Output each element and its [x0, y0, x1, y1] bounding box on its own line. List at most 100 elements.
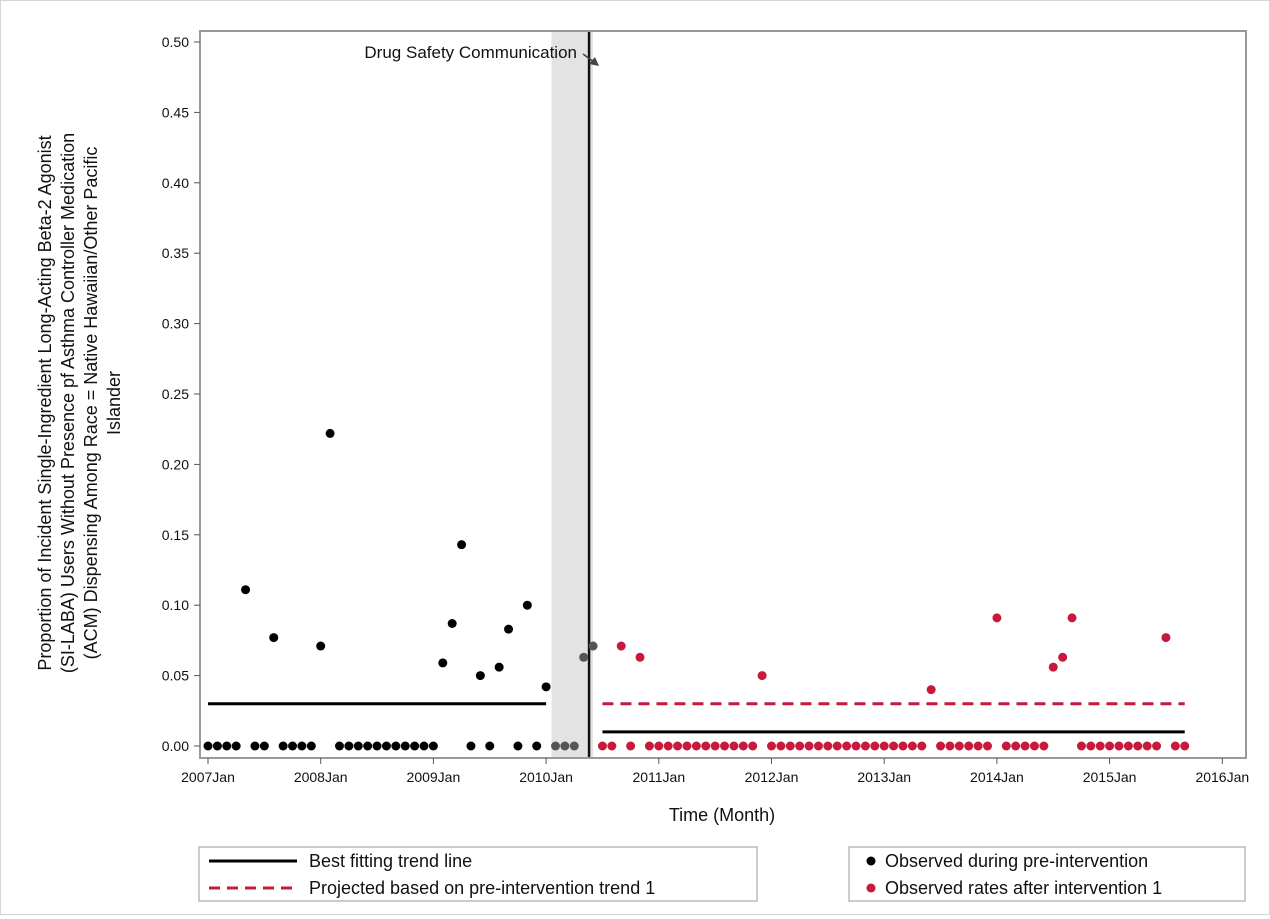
- point-pre-intervention: [410, 741, 420, 751]
- point-pre-intervention: [372, 741, 382, 751]
- point-post-intervention: [851, 741, 861, 751]
- point-post-intervention: [1039, 741, 1049, 751]
- point-pre-intervention: [513, 741, 523, 751]
- point-pre-intervention: [222, 741, 232, 751]
- point-post-intervention: [1142, 741, 1152, 751]
- plot-frame: [199, 30, 1247, 759]
- y-tick-label: 0.15: [162, 527, 189, 543]
- y-axis-title-line-3: (ACM) Dispensing Among Race = Native Haw…: [81, 147, 101, 660]
- y-tick-label: 0.00: [162, 738, 189, 754]
- point-pre-intervention: [241, 585, 251, 595]
- legend-post-swatch: [866, 883, 876, 893]
- point-post-intervention: [1029, 741, 1039, 751]
- point-post-intervention: [1067, 613, 1077, 623]
- point-pre-intervention: [344, 741, 354, 751]
- point-pre-intervention: [438, 658, 448, 668]
- point-post-intervention: [926, 685, 936, 695]
- y-tick-label: 0.20: [162, 456, 189, 472]
- point-pre-intervention: [203, 741, 213, 751]
- point-post-intervention: [870, 741, 880, 751]
- point-pre-intervention: [400, 741, 410, 751]
- point-pre-intervention: [306, 741, 316, 751]
- point-pre-intervention: [541, 682, 551, 692]
- legend-lines-box: [198, 846, 758, 902]
- point-post-intervention: [1076, 741, 1086, 751]
- point-washout: [588, 641, 598, 651]
- point-post-intervention: [654, 741, 664, 751]
- point-post-intervention: [1095, 741, 1105, 751]
- point-post-intervention: [635, 652, 645, 662]
- point-post-intervention: [1180, 741, 1190, 751]
- y-tick-label: 0.10: [162, 597, 189, 613]
- x-tick-label: 2008Jan: [294, 769, 348, 785]
- point-pre-intervention: [297, 741, 307, 751]
- point-washout: [560, 741, 570, 751]
- point-post-intervention: [860, 741, 870, 751]
- y-axis-title-line-2: (SI-LABA) Users Without Presence pf Asth…: [58, 133, 78, 673]
- point-pre-intervention: [391, 741, 401, 751]
- x-tick-label: 2010Jan: [519, 769, 573, 785]
- x-tick-label: 2016Jan: [1195, 769, 1249, 785]
- y-tick-label: 0.40: [162, 175, 189, 191]
- point-post-intervention: [1086, 741, 1096, 751]
- point-post-intervention: [673, 741, 683, 751]
- point-post-intervention: [1170, 741, 1180, 751]
- point-washout: [579, 652, 589, 662]
- point-post-intervention: [889, 741, 899, 751]
- point-post-intervention: [983, 741, 993, 751]
- legend-points: Observed during pre-intervention Observe…: [848, 846, 1246, 902]
- point-post-intervention: [616, 641, 626, 651]
- x-tick-label: 2015Jan: [1083, 769, 1137, 785]
- point-post-intervention: [832, 741, 842, 751]
- point-pre-intervention: [325, 428, 335, 438]
- point-pre-intervention: [494, 662, 504, 672]
- point-post-intervention: [1114, 741, 1124, 751]
- x-tick-label: 2009Jan: [407, 769, 461, 785]
- x-tick-label: 2012Jan: [745, 769, 799, 785]
- point-post-intervention: [1105, 741, 1115, 751]
- legend-trend-label: Best fitting trend line: [309, 851, 472, 871]
- point-pre-intervention: [259, 741, 269, 751]
- y-tick-label: 0.45: [162, 104, 189, 120]
- x-tick-label: 2011Jan: [632, 769, 685, 785]
- x-axis-title: Time (Month): [669, 805, 775, 825]
- point-pre-intervention: [419, 741, 429, 751]
- point-pre-intervention: [485, 741, 495, 751]
- point-pre-intervention: [250, 741, 260, 751]
- point-post-intervention: [1048, 662, 1058, 672]
- point-post-intervention: [607, 741, 617, 751]
- y-tick-label: 0.30: [162, 316, 189, 332]
- x-tick-label: 2014Jan: [970, 769, 1024, 785]
- point-post-intervention: [795, 741, 805, 751]
- point-post-intervention: [720, 741, 730, 751]
- point-pre-intervention: [504, 624, 514, 634]
- point-post-intervention: [964, 741, 974, 751]
- point-pre-intervention: [353, 741, 363, 751]
- point-post-intervention: [644, 741, 654, 751]
- point-post-intervention: [879, 741, 889, 751]
- point-post-intervention: [954, 741, 964, 751]
- y-tick-label: 0.35: [162, 245, 189, 261]
- y-axis-title: Proportion of Incident Single-Ingredient…: [35, 133, 124, 673]
- point-post-intervention: [767, 741, 776, 751]
- legend-post-label: Observed rates after intervention 1: [885, 878, 1162, 898]
- point-post-intervention: [729, 741, 739, 751]
- point-post-intervention: [1058, 652, 1068, 662]
- point-post-intervention: [691, 741, 701, 751]
- point-post-intervention: [701, 741, 711, 751]
- point-post-intervention: [973, 741, 983, 751]
- point-post-intervention: [936, 741, 946, 751]
- point-post-intervention: [785, 741, 795, 751]
- point-post-intervention: [907, 741, 917, 751]
- point-pre-intervention: [532, 741, 542, 751]
- y-tick-label: 0.50: [162, 34, 189, 50]
- legend-lines: Best fitting trend line Projected based …: [198, 846, 758, 902]
- x-tick-label: 2013Jan: [857, 769, 911, 785]
- point-post-intervention: [597, 741, 607, 751]
- y-tick-label: 0.05: [162, 668, 189, 684]
- point-post-intervention: [823, 741, 833, 751]
- point-post-intervention: [776, 741, 786, 751]
- point-pre-intervention: [212, 741, 222, 751]
- point-post-intervention: [945, 741, 955, 751]
